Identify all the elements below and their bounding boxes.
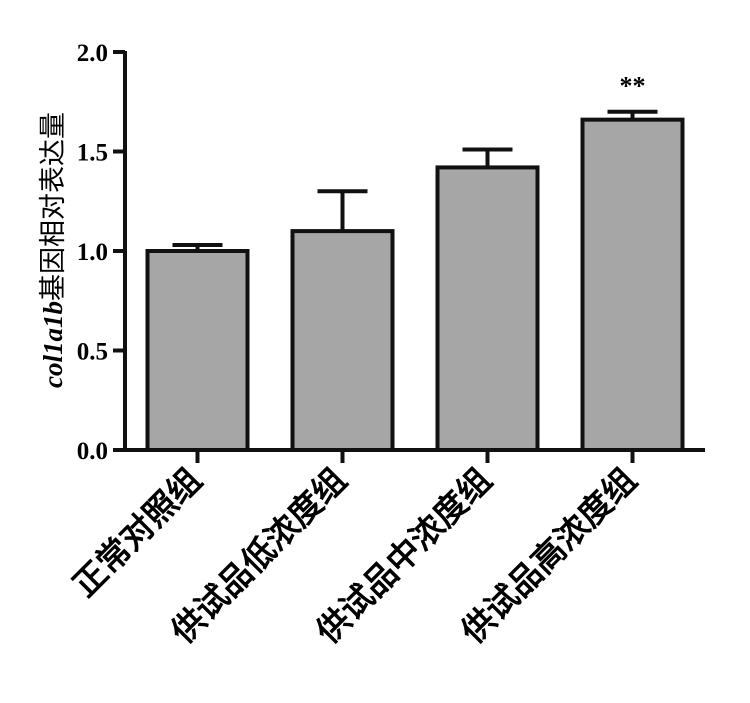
bar-group (290, 189, 395, 452)
bar-group (435, 147, 540, 452)
y-axis-title-gene: col1a1b (38, 301, 68, 388)
y-tick-label: 0.0 (77, 438, 108, 465)
y-tick-label: 2.0 (77, 40, 108, 67)
bar (580, 117, 685, 452)
bar (290, 229, 395, 452)
x-tick-label: 正常对照组 (65, 460, 209, 604)
bar-group: ** (580, 72, 685, 452)
bar (145, 249, 250, 452)
y-axis-title: col1a1b基因相对表达量 (38, 112, 69, 388)
bar (435, 165, 540, 452)
bars-layer: ** (145, 72, 685, 452)
y-tick-label: 1.5 (77, 140, 108, 167)
bar-group (145, 243, 250, 452)
y-axis-title-text: 基因相对表达量 (38, 112, 69, 301)
y-tick-label: 0.5 (77, 339, 108, 366)
y-ticks: 0.0 0.5 1.0 1.5 2.0 (77, 40, 125, 465)
significance-label: ** (620, 72, 646, 101)
y-tick-label: 1.0 (77, 239, 108, 266)
